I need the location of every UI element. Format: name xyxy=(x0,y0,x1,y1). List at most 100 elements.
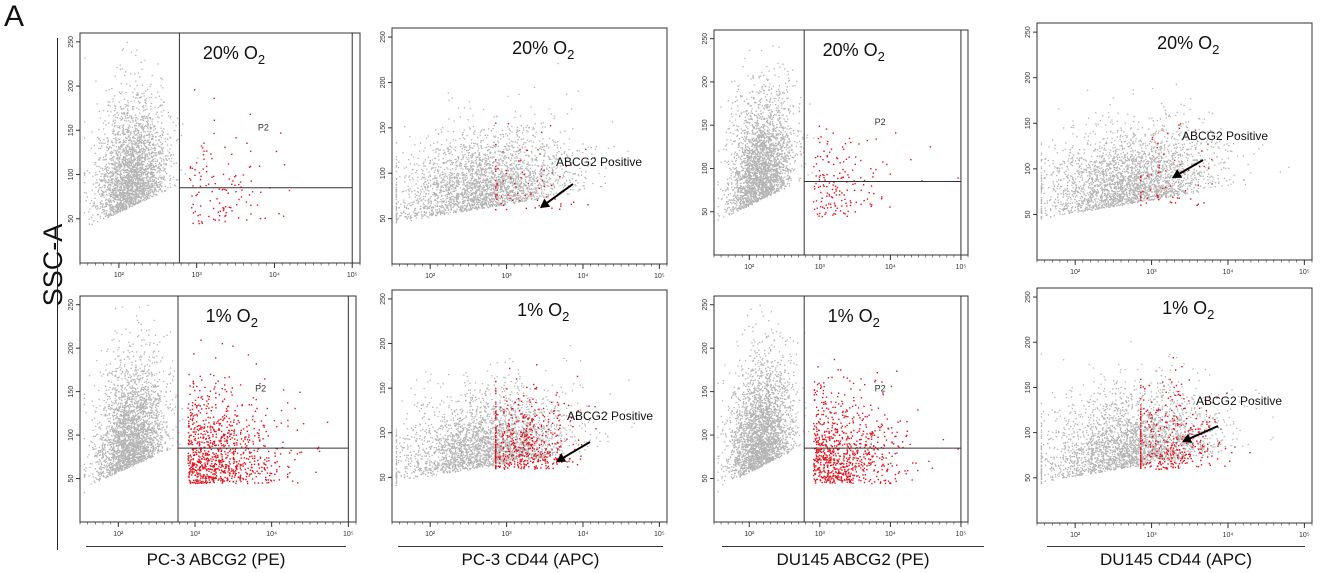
event-dot xyxy=(127,115,128,116)
positive-event-dot xyxy=(231,210,232,211)
positive-event-dot xyxy=(190,167,191,168)
event-dot xyxy=(404,177,405,178)
positive-event-dot xyxy=(211,158,212,159)
event-dot xyxy=(526,166,527,167)
event-dot xyxy=(499,169,500,170)
event-dot xyxy=(426,205,427,206)
event-dot xyxy=(428,217,429,218)
event-dot xyxy=(443,174,444,175)
event-dot xyxy=(116,140,117,141)
event-dot xyxy=(488,182,489,183)
event-dot xyxy=(477,195,478,196)
event-dot xyxy=(551,164,552,165)
event-dot xyxy=(149,198,150,199)
event-dot xyxy=(534,183,535,184)
event-dot xyxy=(591,147,592,148)
event-dot xyxy=(485,170,486,171)
event-dot xyxy=(458,157,459,158)
event-dot xyxy=(520,173,521,174)
event-dot xyxy=(109,158,110,159)
event-dot xyxy=(150,86,151,87)
event-dot xyxy=(475,200,476,201)
event-dot xyxy=(153,185,154,186)
event-dot xyxy=(128,151,129,152)
event-dot xyxy=(450,192,451,193)
event-dot xyxy=(470,108,471,109)
positive-event-dot xyxy=(235,191,236,192)
event-dot xyxy=(115,190,116,191)
event-dot xyxy=(144,152,145,153)
event-dot xyxy=(147,140,148,141)
event-dot xyxy=(451,199,452,200)
event-dot xyxy=(501,183,502,184)
event-dot xyxy=(449,188,450,189)
event-dot xyxy=(157,143,158,144)
event-dot xyxy=(142,173,143,174)
event-dot xyxy=(149,133,150,134)
event-dot xyxy=(519,94,520,95)
event-dot xyxy=(428,208,429,209)
event-dot xyxy=(157,117,158,118)
event-dot xyxy=(123,134,124,135)
positive-event-dot xyxy=(202,223,203,224)
event-dot xyxy=(144,200,145,201)
event-dot xyxy=(515,193,516,194)
event-dot xyxy=(113,173,114,174)
event-dot xyxy=(145,174,146,175)
event-dot xyxy=(408,186,409,187)
event-dot xyxy=(138,123,139,124)
event-dot xyxy=(471,143,472,144)
positive-event-dot xyxy=(238,217,239,218)
event-dot xyxy=(429,212,430,213)
event-dot xyxy=(119,157,120,158)
event-dot xyxy=(138,73,139,74)
positive-event-dot xyxy=(280,132,281,133)
event-dot xyxy=(536,198,537,199)
event-dot xyxy=(479,193,480,194)
event-dot xyxy=(147,118,148,119)
event-dot xyxy=(108,170,109,171)
event-dot xyxy=(477,137,478,138)
positive-event-dot xyxy=(229,178,230,179)
y-tick-label: 150 xyxy=(68,124,75,136)
event-dot xyxy=(103,122,104,123)
event-dot xyxy=(492,178,493,179)
event-dot xyxy=(101,146,102,147)
event-dot xyxy=(444,176,445,177)
event-dot xyxy=(485,184,486,185)
event-dot xyxy=(511,155,512,156)
event-dot xyxy=(460,187,461,188)
event-dot xyxy=(120,69,121,70)
event-dot xyxy=(115,134,116,135)
event-dot xyxy=(445,154,446,155)
event-dot xyxy=(127,164,128,165)
event-dot xyxy=(147,120,148,121)
event-dot xyxy=(514,157,515,158)
event-dot xyxy=(535,199,536,200)
event-dot xyxy=(490,202,491,203)
event-dot xyxy=(127,113,128,114)
event-dot xyxy=(109,146,110,147)
event-dot xyxy=(157,171,158,172)
event-dot xyxy=(125,183,126,184)
event-dot xyxy=(164,191,165,192)
event-dot xyxy=(470,175,471,176)
event-dot xyxy=(114,201,115,202)
event-dot xyxy=(484,172,485,173)
event-dot xyxy=(440,167,441,168)
event-dot xyxy=(463,200,464,201)
event-dot xyxy=(146,116,147,117)
event-dot xyxy=(524,175,525,176)
event-dot xyxy=(149,117,150,118)
event-dot xyxy=(99,185,100,186)
event-dot xyxy=(428,193,429,194)
event-dot xyxy=(125,172,126,173)
event-dot xyxy=(128,135,129,136)
event-dot xyxy=(470,205,471,206)
event-dot xyxy=(120,210,121,211)
event-dot xyxy=(108,123,109,124)
event-dot xyxy=(173,163,174,164)
event-dot xyxy=(554,118,555,119)
event-dot xyxy=(509,139,510,140)
event-dot xyxy=(563,175,564,176)
